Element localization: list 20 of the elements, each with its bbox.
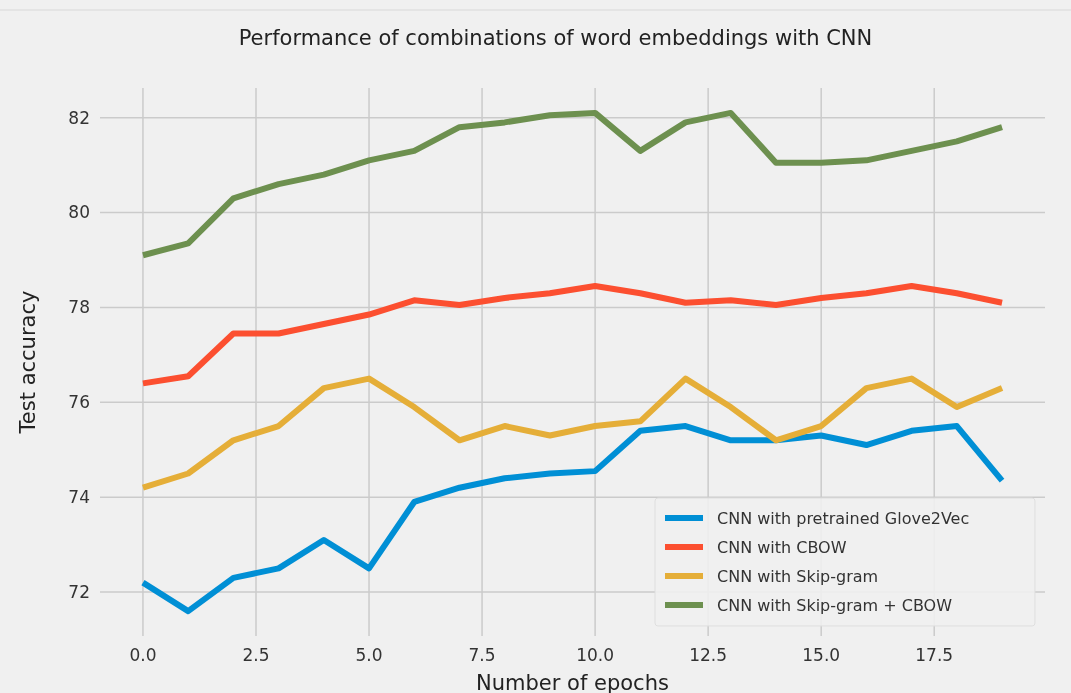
legend-label: CNN with Skip-gram	[717, 566, 879, 586]
y-tick-label: 74	[68, 487, 90, 508]
x-tick-label: 2.5	[242, 645, 270, 665]
legend-label: CNN with Skip-gram + CBOW	[717, 595, 953, 615]
x-tick-label: 10.0	[576, 645, 615, 665]
x-tick-label: 17.5	[915, 645, 954, 665]
y-axis-title: Test accuracy	[16, 290, 40, 435]
chart-title: Performance of combinations of word embeddings with CNN	[238, 26, 873, 50]
y-tick-label: 78	[68, 297, 90, 318]
legend-label: CNN with CBOW	[717, 537, 847, 557]
x-tick-label: 7.5	[468, 645, 496, 665]
legend-label: CNN with pretrained Glove2Vec	[717, 508, 970, 528]
x-tick-label: 5.0	[355, 645, 383, 665]
x-tick-label: 0.0	[129, 645, 157, 665]
y-tick-label: 72	[68, 582, 90, 603]
y-tick-label: 76	[68, 392, 90, 413]
y-tick-label: 80	[68, 202, 90, 223]
y-tick-label: 82	[68, 107, 90, 128]
x-tick-label: 15.0	[802, 645, 841, 665]
x-tick-label: 12.5	[689, 645, 728, 665]
